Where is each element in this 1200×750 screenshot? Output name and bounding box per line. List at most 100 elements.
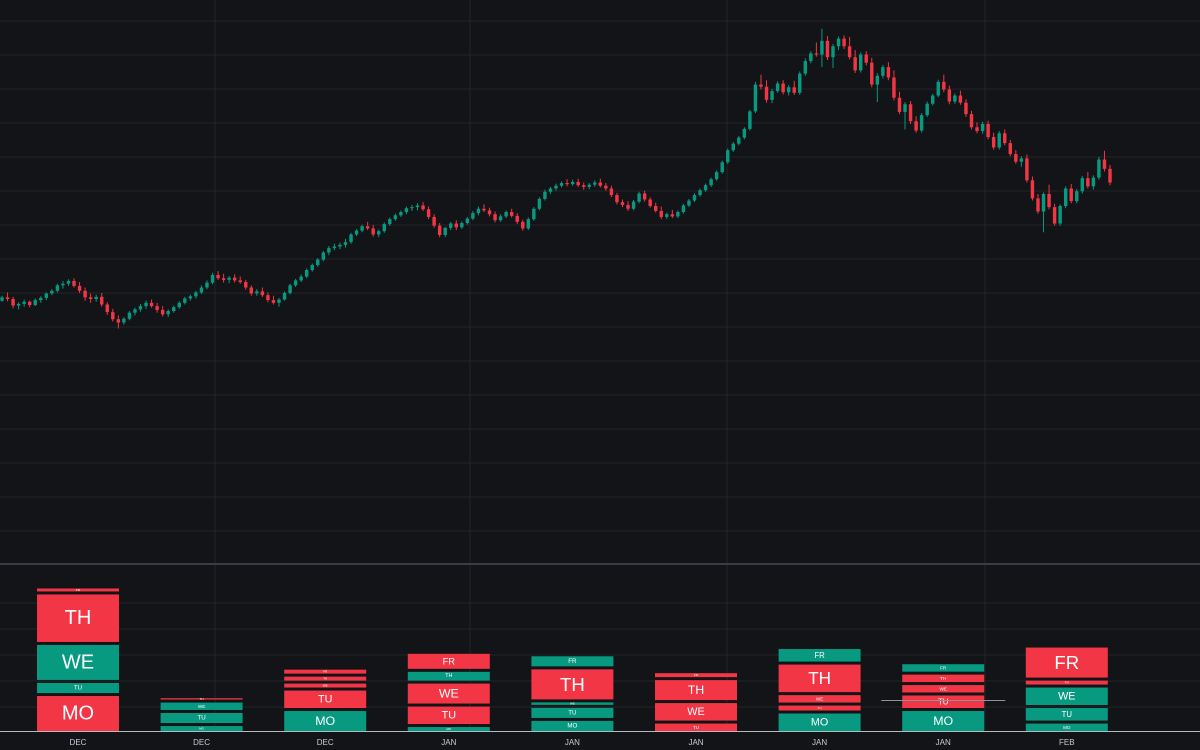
candle-body xyxy=(781,83,785,93)
x-tick-label: DEC xyxy=(317,738,334,747)
candle xyxy=(681,203,686,214)
candle xyxy=(742,127,747,140)
candle-body xyxy=(1036,198,1040,212)
weekday-block-label: TU xyxy=(1062,710,1073,719)
candle xyxy=(354,228,359,237)
candle xyxy=(781,80,785,95)
candle-body xyxy=(304,270,309,277)
candle xyxy=(288,283,292,295)
weekday-block xyxy=(407,653,490,669)
candle-body xyxy=(670,214,675,217)
candle xyxy=(316,257,320,267)
candle xyxy=(460,221,464,229)
candle xyxy=(183,296,187,305)
candle-body xyxy=(149,302,154,307)
candle xyxy=(670,209,675,219)
candle xyxy=(432,214,436,228)
candle xyxy=(454,220,458,231)
candle xyxy=(255,289,259,296)
candle xyxy=(654,202,658,213)
weekday-block xyxy=(902,674,985,683)
candle-body xyxy=(1097,159,1101,178)
candle xyxy=(515,213,519,225)
weekday-block-label: WE xyxy=(198,704,205,709)
candle xyxy=(1047,184,1051,210)
candle-body xyxy=(493,214,497,221)
candle-body xyxy=(449,223,453,228)
candle xyxy=(803,58,808,76)
candle xyxy=(931,93,935,106)
candle-body xyxy=(870,62,874,85)
candle xyxy=(864,51,868,66)
candle-body xyxy=(576,181,580,186)
weekday-group: MO TU WE TH FR xyxy=(902,664,985,731)
candle-body xyxy=(964,102,968,115)
weekday-block xyxy=(284,669,367,674)
candle xyxy=(703,183,708,192)
candle-body xyxy=(460,222,464,228)
candle xyxy=(581,182,586,190)
candle xyxy=(310,263,314,272)
candle-body xyxy=(50,290,54,294)
candle-body xyxy=(377,231,381,235)
candle-body xyxy=(105,304,109,313)
weekday-block xyxy=(531,707,614,718)
x-tick-label: JAN xyxy=(565,738,580,747)
candle xyxy=(953,93,957,104)
candle xyxy=(1086,172,1090,189)
candle xyxy=(504,210,508,219)
candle-body xyxy=(410,207,414,209)
candle xyxy=(410,204,414,211)
candle-body xyxy=(958,95,963,103)
candle xyxy=(753,81,758,114)
candle-body xyxy=(138,306,143,310)
candle-body xyxy=(255,291,259,294)
candle-body xyxy=(604,185,608,189)
weekday-block-label: WE xyxy=(439,687,459,701)
candle xyxy=(66,279,71,286)
weekday-group: MO TU WE TH FR xyxy=(531,656,614,731)
candle-body xyxy=(498,216,503,221)
candle-body xyxy=(111,312,115,320)
candle xyxy=(997,131,1001,150)
candle xyxy=(609,185,614,198)
weekday-block-label: TU xyxy=(938,697,949,706)
weekday-block-label: TH xyxy=(808,669,831,688)
x-tick-label: JAN xyxy=(812,738,827,747)
candle-body xyxy=(897,97,902,112)
candle-body xyxy=(365,226,370,229)
candle-body xyxy=(648,199,652,207)
candle-body xyxy=(393,215,398,220)
weekday-block xyxy=(284,683,367,688)
candle xyxy=(980,121,985,134)
candle xyxy=(587,183,591,190)
candle-body xyxy=(144,302,148,307)
candle xyxy=(593,180,597,187)
candle-body xyxy=(11,299,15,306)
candle xyxy=(559,181,564,188)
candle xyxy=(814,42,819,57)
x-tick-label: FEB xyxy=(1059,738,1075,747)
candle xyxy=(820,28,824,68)
weekday-block xyxy=(284,711,367,731)
weekday-block-label: MO xyxy=(446,727,451,731)
candle-body xyxy=(221,278,226,280)
candle-body xyxy=(654,206,658,211)
candle xyxy=(1097,156,1101,180)
candle xyxy=(277,297,281,307)
candle xyxy=(875,73,880,103)
candle xyxy=(1041,192,1046,233)
candle-body xyxy=(210,274,215,283)
candle-body xyxy=(991,137,996,148)
candle-body xyxy=(587,184,591,187)
candle-body xyxy=(831,46,835,58)
candle-body xyxy=(665,214,669,217)
candle-body xyxy=(1030,180,1035,199)
candle xyxy=(133,307,137,316)
weekday-block-label: TU xyxy=(818,706,822,710)
candle-body xyxy=(919,115,924,131)
weekday-block-label: FR xyxy=(940,665,947,670)
candle xyxy=(659,206,663,220)
weekday-block-label: TH xyxy=(445,673,452,679)
candle-body xyxy=(1058,206,1062,224)
